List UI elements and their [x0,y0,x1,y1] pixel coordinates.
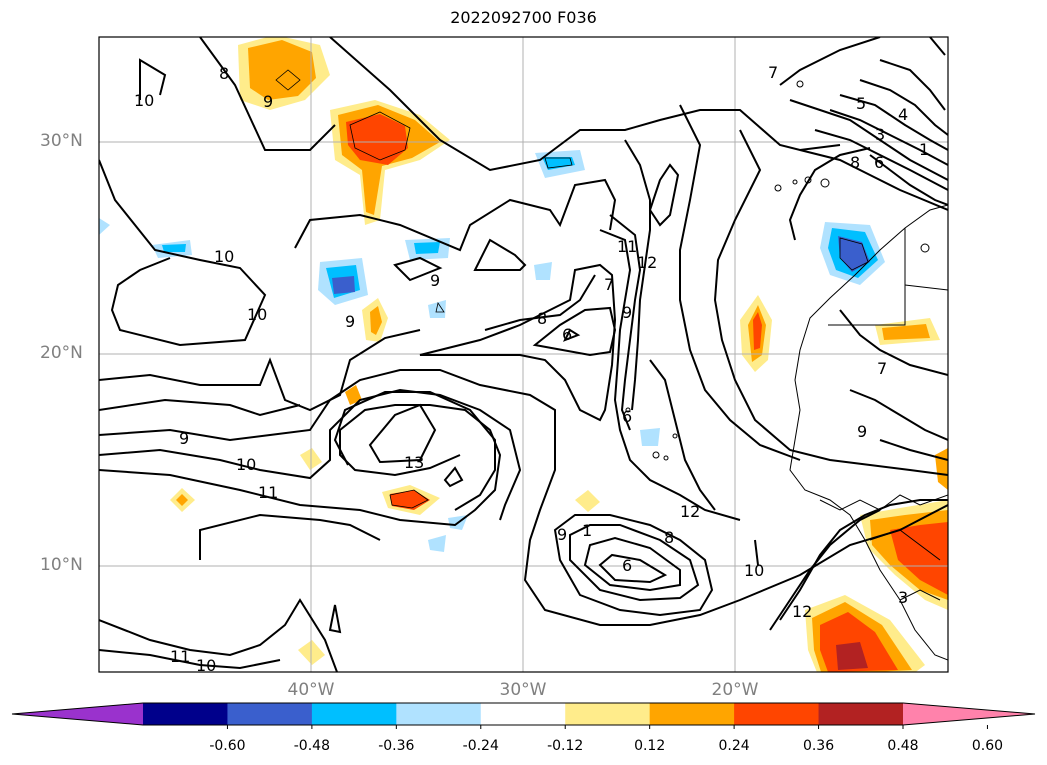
contour-label: 1 [919,140,929,159]
contour-label: 12 [680,502,700,521]
cold-anomaly-small-4 [534,262,552,280]
contour-label: 9 [622,303,632,322]
contour-label: 12 [792,602,812,621]
cold-anomaly-1-core [542,157,575,170]
warm-anomaly-west-1-core [370,306,382,335]
contour-label: 10 [247,305,267,324]
cold-anomaly-small-1 [428,535,446,552]
contour-label: 10 [196,656,216,675]
warm-anomaly-central-core [346,114,408,165]
colorbar-outline [11,702,1036,726]
cold-anomaly-small-3 [640,428,660,446]
contour-label: 10 [236,455,256,474]
warm-anomaly-small-4 [575,490,600,512]
cold-anomaly-2-deep [332,276,355,294]
colorbar-tick-label: 0.60 [971,738,1004,754]
colorbar-extend-min [12,703,143,725]
colorbar-segment [649,703,735,725]
contour-label: 9 [179,429,189,448]
contour-label: 6 [874,153,884,172]
thin-anomaly-outlines [275,69,869,509]
lon-label-30w: 30°W [499,680,547,700]
colorbar-tick-label: -0.36 [378,738,415,754]
colorbar-extend-max [903,703,1035,725]
colorbar-segment [143,703,228,725]
colorbar-segment [734,703,820,725]
contour-label: 3 [875,125,885,144]
warm-anomaly-far-east-core [890,522,948,595]
cold-anomaly-4-core [162,244,186,252]
lat-label-10n: 10°N [40,555,83,575]
warm-anomaly-southeast-deep [836,642,868,670]
contour-label: 7 [604,275,614,294]
contour-label: 13 [404,453,424,472]
contour-label: 9 [857,422,867,441]
contour-labels: 10 8 9 7 5 4 3 1 8 6 10 10 9 9 11 12 7 9… [134,63,929,675]
colorbar-tick-label: 0.24 [718,738,750,754]
contour-label: 9 [557,525,567,544]
contour-label: 3 [898,588,908,607]
contour-label: 11 [258,483,278,502]
contour-label: 10 [134,91,154,110]
warm-anomaly-small-5 [345,385,362,405]
contour-label: 7 [768,63,778,82]
warm-anomaly-east-2-core [882,324,930,340]
contour-label: 10 [744,561,764,580]
contour-label: 9 [263,92,273,111]
contour-label: 6 [622,556,632,575]
contour-label: 8 [537,309,547,328]
colorbar-tick-label: -0.48 [293,738,330,754]
contour-label: 6 [622,407,632,426]
warm-anomaly-east-edge [935,448,948,490]
contour-label: 4 [898,105,908,124]
colorbar-tick-label: 0.12 [634,738,666,754]
colorbar-segment [227,703,313,725]
lat-label-30n: 30°N [40,131,83,151]
lon-label-40w: 40°W [287,680,335,700]
contour-label: 1 [582,521,592,540]
contour-label: 8 [664,528,674,547]
colorbar-tick-label: -0.24 [462,738,499,754]
lon-label-20w: 20°W [711,680,759,700]
contour-label: 7 [877,359,887,378]
contour-label: 5 [856,94,866,113]
map-plot-area: 10 8 9 7 5 4 3 1 8 6 10 10 9 9 11 12 7 9… [99,37,948,675]
map-title: 2022092700 F036 [450,8,597,27]
colorbar-segment [311,703,397,725]
colorbar-tick-label: -0.12 [547,738,584,754]
contour-label: 11 [170,647,190,666]
colorbar-segment [480,703,566,725]
colorbar-tick-label: 0.48 [887,738,919,754]
warm-anomaly-north-core [248,40,316,100]
contour-label: 10 [214,247,234,266]
colorbar-segment [818,703,904,725]
contour-lines [99,37,948,672]
colorbar-segment [565,703,651,725]
colorbar [11,702,1036,729]
contour-label: 8 [850,153,860,172]
contour-label: 9 [430,271,440,290]
lat-label-20n: 20°N [40,343,83,363]
colorbar-segment [396,703,482,725]
warm-anomaly-west-2-core [390,490,430,510]
contour-label: 8 [219,64,229,83]
islands [625,80,930,461]
colorbar-tick-label: 0.36 [802,738,835,754]
graticule [99,37,948,672]
shaded-anomalies [99,37,948,672]
warm-anomaly-small-1-core [176,494,188,506]
cold-anomaly-west-edge [99,218,110,235]
colorbar-tick-label: -0.60 [209,738,246,754]
contour-label: 6 [562,325,572,344]
map-frame [98,36,949,673]
contour-label: 9 [345,312,355,331]
warm-anomaly-east-1-deep [753,312,762,350]
contour-label: 11 [617,237,637,256]
cold-anomaly-3-core [414,242,440,254]
contour-label: 12 [637,253,657,272]
